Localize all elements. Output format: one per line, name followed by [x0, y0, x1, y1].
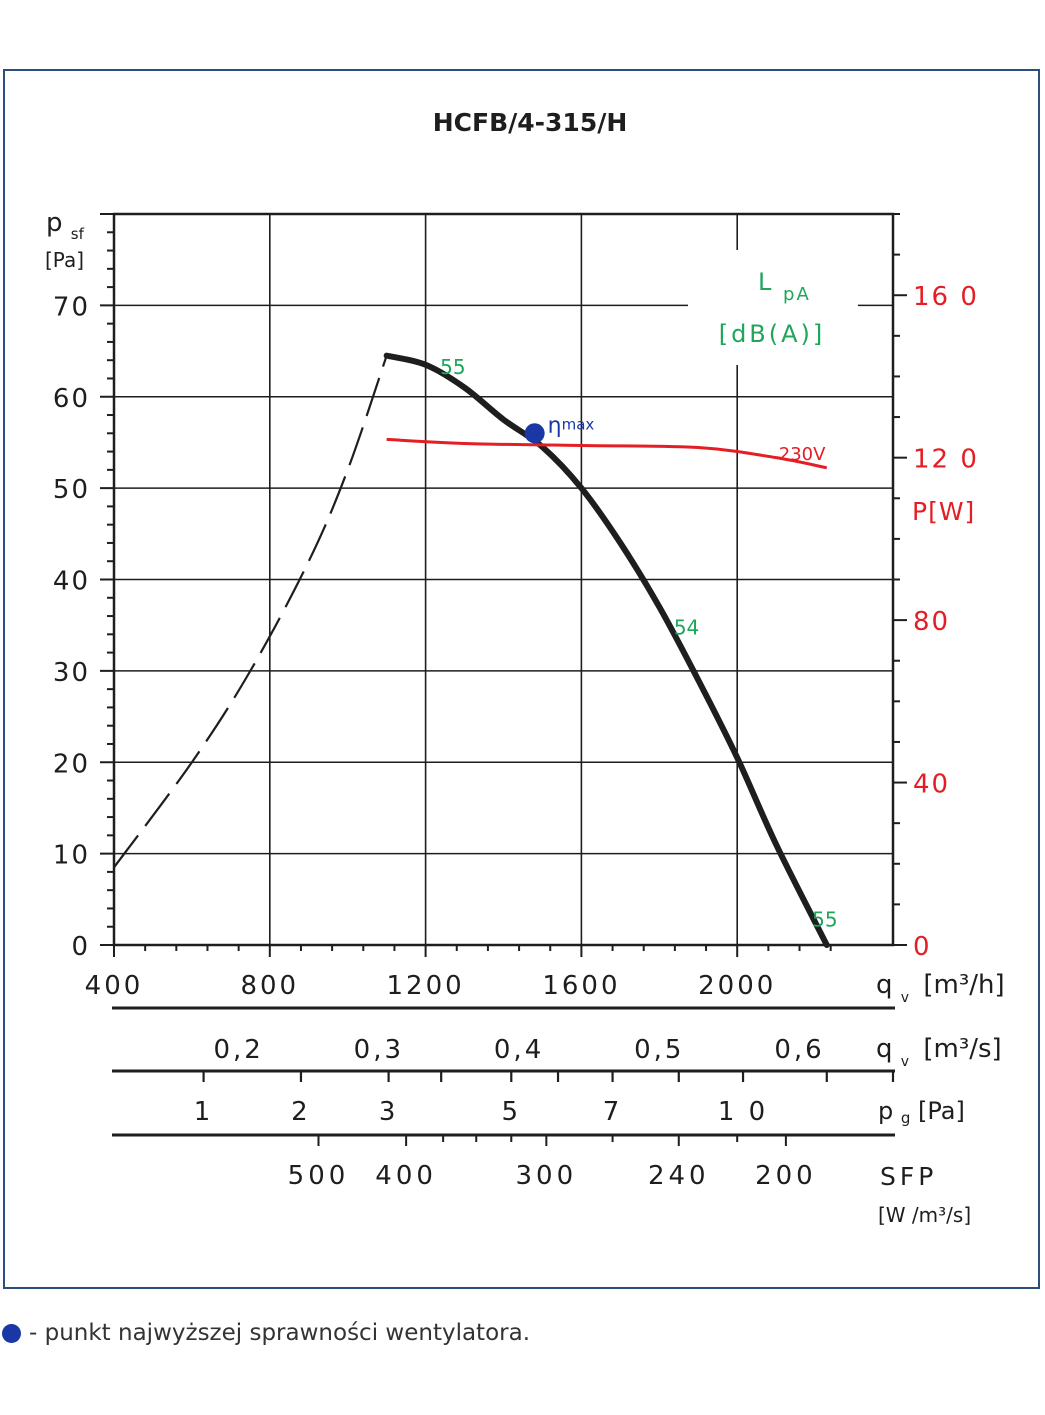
left-axis-tick-label: 50 — [53, 475, 90, 505]
noise-point-label: 55 — [440, 355, 465, 379]
secondary-scales: 0,2 0,3 0,4 0,5 0,6 1 2 3 5 7 1 0 500 400 300 240 200 — [112, 1006, 895, 1191]
pg-tick-label: 3 — [379, 1097, 399, 1127]
left-axis-symbol: p — [46, 208, 63, 238]
right-axis: 0 40 80 12 0 16 0 — [893, 213, 979, 962]
sfp-tick-label: 300 — [516, 1161, 578, 1191]
x-axis-tick-label: 2000 — [698, 971, 776, 1001]
left-axis-tick-label: 0 — [71, 932, 90, 962]
qv-m3s-tick-label: 0,6 — [774, 1035, 824, 1065]
pg-tick-label: 1 0 — [718, 1097, 768, 1127]
qv-m3s-tick-label: 0,5 — [634, 1035, 684, 1065]
x-axis-tick-label: 800 — [240, 971, 299, 1001]
left-axis-tick-label: 40 — [53, 567, 90, 597]
x-axis-symbol: q — [876, 970, 893, 1000]
eta-max-point — [524, 423, 545, 444]
sfp-tick-label: 200 — [755, 1161, 817, 1191]
right-axis-tick-label: 12 0 — [913, 445, 979, 475]
noise-label-background — [688, 250, 858, 365]
pg-tick-label: 5 — [502, 1097, 522, 1127]
sfp-tick-label: 500 — [288, 1161, 350, 1191]
pg-scale-title: p g [Pa] — [878, 1097, 965, 1129]
left-axis-tick-label: 70 — [53, 292, 90, 322]
noise-label-line2: [dB(A)] — [719, 320, 826, 348]
x-axis-tick-label: 1600 — [542, 971, 620, 1001]
curves: 230V 55 54 55 ηmax — [113, 352, 838, 948]
left-axis-subscript: sf — [71, 225, 85, 243]
qv-m3s-subscript: v — [901, 1054, 909, 1070]
pg-tick-label: 2 — [291, 1097, 311, 1127]
qv-m3s-symbol: q — [876, 1034, 893, 1064]
noise-point-label: 55 — [812, 908, 837, 932]
footnote: - punkt najwyższej sprawności wentylator… — [0, 1318, 530, 1348]
pg-tick-label: 7 — [603, 1097, 623, 1127]
pg-tick-label: 1 — [194, 1097, 214, 1127]
sfp-tick-label: 400 — [375, 1161, 437, 1191]
pressure-curve-dashed — [113, 355, 388, 868]
right-axis-tick-label: 0 — [913, 932, 932, 962]
right-axis-tick-label: 16 0 — [913, 282, 979, 312]
left-axis: 0 10 20 30 40 50 60 70 — [53, 213, 114, 962]
pg-subscript: g — [901, 1109, 911, 1127]
sfp-scale-title: SFP — [880, 1162, 937, 1191]
power-curve-230v — [386, 437, 828, 470]
left-axis-title: p sf — [46, 208, 85, 243]
chart-title: HCFB/4-315/H — [433, 108, 628, 137]
noise-label-symbol: L — [758, 268, 773, 296]
fan-performance-chart: HCFB/4-315/H 400 800 1200 1600 2000 01020304… — [45, 108, 1005, 1227]
eta-max-label: ηmax — [548, 413, 595, 438]
x-axis-subscript: v — [901, 990, 909, 1006]
x-axis-tick-label: 400 — [85, 971, 144, 1001]
right-axis-title: P[W] — [912, 497, 975, 526]
eta-max-symbol: η — [548, 413, 562, 438]
qv-m3s-unit: [m³/s] — [923, 1034, 1001, 1064]
noise-label-subscript: pA — [783, 284, 811, 305]
right-axis-tick-label: 40 — [913, 770, 950, 800]
pressure-curve — [383, 352, 830, 948]
pg-unit: [Pa] — [918, 1097, 965, 1125]
qv-m3s-scale-title: q v [m³/s] — [876, 1034, 1002, 1073]
left-axis-tick-label: 60 — [53, 384, 90, 414]
x-axis-title: q v [m³/h] — [876, 970, 1005, 1009]
noise-label-line1: L pA — [758, 268, 811, 305]
qv-m3s-tick-label: 0,3 — [354, 1035, 404, 1065]
eta-max-subscript: max — [562, 415, 595, 433]
sfp-tick-label: 240 — [648, 1161, 710, 1191]
power-curve-label: 230V — [779, 444, 826, 465]
footnote-text: - punkt najwyższej sprawności wentylator… — [29, 1320, 531, 1346]
x-axis: 400 800 1200 1600 2000 — [85, 945, 832, 1001]
sfp-scale-unit: [W /m³/s] — [878, 1203, 971, 1227]
right-axis-tick-label: 80 — [913, 607, 950, 637]
eta-max-legend-dot — [2, 1323, 21, 1343]
left-axis-tick-label: 10 — [53, 841, 90, 871]
qv-m3s-tick-label: 0,4 — [494, 1035, 544, 1065]
left-axis-unit: [Pa] — [45, 248, 84, 272]
pg-symbol: p — [878, 1097, 893, 1125]
qv-m3s-tick-label: 0,2 — [213, 1035, 263, 1065]
left-axis-tick-label: 20 — [53, 749, 90, 779]
chart-frame — [3, 69, 1040, 1289]
noise-point-label: 54 — [674, 615, 699, 639]
left-axis-tick-label: 30 — [53, 658, 90, 688]
x-axis-tick-label: 1200 — [387, 971, 465, 1001]
x-axis-unit: [m³/h] — [923, 970, 1004, 1000]
